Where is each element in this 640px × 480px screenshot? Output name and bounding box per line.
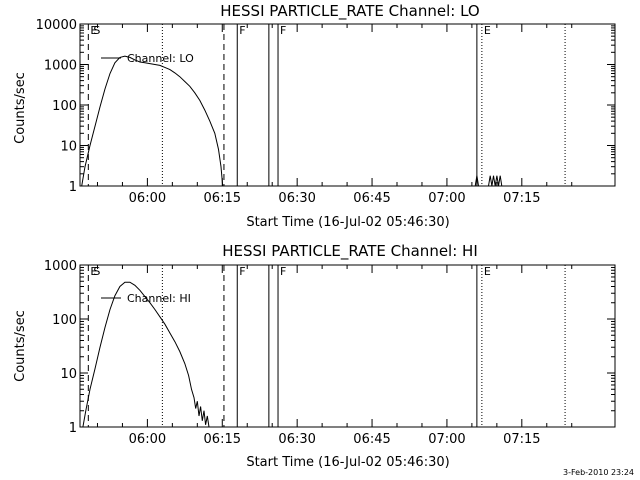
axis-ticks: 06:00 06:15 06:30 06:45 07:00 07:15 1 10 100 1000 bbox=[44, 259, 615, 447]
x-tick-label: 06:15 bbox=[204, 191, 241, 206]
x-tick-label: 06:30 bbox=[278, 432, 315, 447]
y-axis-label: Counts/sec bbox=[13, 72, 28, 144]
series-line bbox=[474, 175, 479, 187]
footer-date: 3-Feb-2010 23:24 bbox=[563, 468, 634, 477]
series-layer bbox=[82, 281, 210, 428]
series-layer bbox=[81, 55, 503, 187]
chart-panel-hi: HESSI PARTICLE_RATE Channel: HI Counts/s… bbox=[13, 242, 616, 470]
x-axis-label: Start Time (16-Jul-02 05:46:30) bbox=[246, 215, 449, 230]
x-tick-label: 07:15 bbox=[503, 432, 540, 447]
event-marker-label: S bbox=[93, 24, 100, 37]
y-tick-label: 100 bbox=[52, 313, 77, 328]
x-tick-label: 06:15 bbox=[204, 432, 241, 447]
event-marker-label: F bbox=[280, 265, 286, 278]
x-tick-label: 06:45 bbox=[353, 191, 390, 206]
series-line bbox=[81, 55, 224, 187]
event-marker-label: E bbox=[90, 24, 97, 37]
series-line bbox=[488, 175, 503, 187]
legend: Channel: LO bbox=[101, 52, 194, 65]
legend-entry: Channel: HI bbox=[127, 292, 191, 305]
y-tick-label: 1000 bbox=[44, 59, 77, 74]
event-marker-label: F bbox=[239, 265, 245, 278]
series-line bbox=[82, 281, 210, 428]
y-tick-label: 10 bbox=[60, 140, 77, 155]
event-marker-label: F bbox=[280, 24, 286, 37]
x-axis-label: Start Time (16-Jul-02 05:46:30) bbox=[246, 455, 449, 470]
x-tick-label: 07:00 bbox=[428, 191, 465, 206]
event-marker-label: F bbox=[239, 24, 245, 37]
y-tick-label: 1 bbox=[69, 180, 77, 195]
y-axis-label: Counts/sec bbox=[13, 310, 28, 382]
event-marker-label: E bbox=[90, 265, 97, 278]
x-tick-label: 06:45 bbox=[353, 432, 390, 447]
event-marker-label: E bbox=[484, 265, 491, 278]
x-tick-label: 06:00 bbox=[129, 432, 166, 447]
event-marker-label: E bbox=[484, 24, 491, 37]
event-marker-label: S bbox=[93, 265, 100, 278]
y-tick-label: 10 bbox=[60, 367, 77, 382]
legend: Channel: HI bbox=[101, 292, 191, 305]
event-markers: ES F F E bbox=[87, 24, 566, 186]
y-tick-label: 1000 bbox=[44, 259, 77, 274]
chart-panel-lo: HESSI PARTICLE_RATE Channel: LO Counts/s… bbox=[13, 2, 616, 230]
chart-title: HESSI PARTICLE_RATE Channel: LO bbox=[220, 2, 479, 21]
y-tick-label: 100 bbox=[52, 99, 77, 114]
chart-title: HESSI PARTICLE_RATE Channel: HI bbox=[222, 242, 478, 261]
y-tick-label: 10000 bbox=[36, 18, 77, 33]
x-tick-label: 07:00 bbox=[428, 432, 465, 447]
legend-entry: Channel: LO bbox=[127, 52, 194, 65]
axis-ticks: 06:00 06:15 06:30 06:45 07:00 07:15 1 10 100 1000… bbox=[36, 18, 615, 206]
y-tick-label: 1 bbox=[69, 421, 77, 436]
x-tick-label: 06:30 bbox=[278, 191, 315, 206]
event-markers: ES F F E bbox=[87, 265, 566, 427]
x-tick-label: 07:15 bbox=[503, 191, 540, 206]
x-tick-label: 06:00 bbox=[129, 191, 166, 206]
